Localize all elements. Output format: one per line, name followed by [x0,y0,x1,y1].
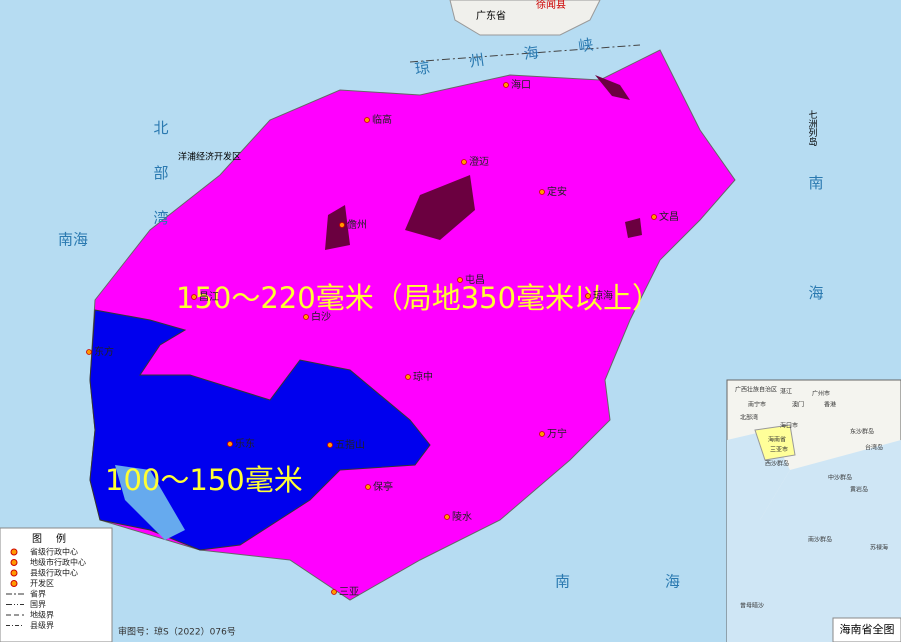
city-label: 万宁 [547,427,567,440]
inset-label: 黄岩岛 [850,486,868,494]
city-dot [339,222,345,228]
city-label: 屯昌 [465,273,485,286]
inset-sea [727,430,790,642]
inset-label: 台湾岛 [865,444,883,452]
lake [115,465,185,540]
city-dot [457,277,463,283]
legend-item: 地级市行政中心 [30,557,86,567]
legend-item: 省级行政中心 [30,547,78,557]
inset-label: 香港 [824,401,836,409]
inset-title-box [832,617,901,642]
legend-symbol [10,548,18,556]
inset-label: 广西壮族自治区 [735,386,777,394]
city-dot [405,374,411,380]
city-dot [227,441,233,447]
inset-label: 南宁市 [748,401,766,409]
city-dot [191,294,197,300]
legend-symbol [10,559,18,566]
inset-sea [760,440,901,642]
mainland [449,0,601,36]
region-label: 洋浦经济开发区 [178,151,241,163]
city-label: 澄迈 [469,155,489,168]
city-dot [585,293,591,299]
city-dot [539,189,545,195]
legend-symbol [10,580,18,587]
city-dot [651,214,657,220]
city-dot [364,117,370,123]
city-label: 琼中 [413,370,433,383]
island-zone-low [89,309,431,551]
legend-symbol [10,569,18,577]
zone-label: 100～150毫米 [105,463,303,497]
city-label: 儋州 [347,218,367,231]
city-dot [86,349,92,355]
heavy-patch [325,205,350,250]
inset-label: 曾母暗沙 [740,602,764,610]
zone-label: 150～220毫米（局地350毫米以上） [176,281,661,315]
region-label: 七洲列岛 [807,110,818,147]
city-label: 陵水 [452,511,472,523]
city-label: 五指山 [335,438,365,451]
inset-label: 三亚市 [770,446,788,454]
sea-label: 南海 [807,175,825,395]
city-dot [444,514,450,520]
inset-label: 海口市 [780,422,798,430]
sea-label: 南海 [555,573,775,591]
sea-label: 北部湾 [152,120,170,255]
inset-label: 南沙群岛 [808,536,832,544]
city-dot [461,159,467,165]
city-label: 保亭 [373,480,393,493]
inset-label: 澳门 [792,401,804,409]
heavy-patch [595,75,630,100]
city-dot [365,484,371,490]
legend-item: 省界 [30,589,46,599]
inset-label: 海南省 [768,436,786,444]
city-label: 文昌 [659,210,679,223]
city-dot [539,431,545,437]
city-label: 东方 [94,345,114,358]
city-label: 三亚 [339,587,359,598]
approval-number: 审图号：琼S（2022）076号 [118,626,236,638]
inset-label: 东沙群岛 [850,428,874,436]
inset-title: 海南省全图 [840,622,895,636]
region-label: 徐闻县 [536,0,566,11]
city-label: 海口 [511,78,531,91]
inset-label: 西沙群岛 [765,460,789,468]
legend-title: 图例 [32,532,80,545]
city-dot [303,314,309,320]
legend-box [0,527,113,642]
city-dot [503,82,509,88]
heavy-patch [625,218,642,238]
region-label: 广东省 [476,9,506,22]
legend-item: 县级行政中心 [30,568,78,578]
heavy-patch [405,175,475,240]
inset-label: 广州市 [812,390,830,398]
strait-border [409,44,641,63]
inset-label: 北部湾 [740,414,758,422]
city-label: 定安 [547,185,567,198]
inset-label: 中沙群岛 [828,474,852,482]
city-dot [331,589,337,595]
city-dot [327,442,333,448]
city-label: 琼海 [593,289,613,302]
legend-item: 开发区 [30,578,54,588]
legend-item: 县级界 [30,620,54,630]
city-label: 白沙 [311,310,331,323]
inset-label: 湛江 [780,389,792,396]
legend-item: 地级界 [30,610,54,620]
inset-hainan [754,424,796,461]
city-label: 昌江 [199,291,219,303]
sea-label: 南海 [58,231,88,249]
inset-label: 苏禄海 [870,544,888,552]
legend-item: 国界 [30,600,46,609]
city-label: 临高 [372,113,392,126]
city-label: 乐东 [235,437,255,450]
